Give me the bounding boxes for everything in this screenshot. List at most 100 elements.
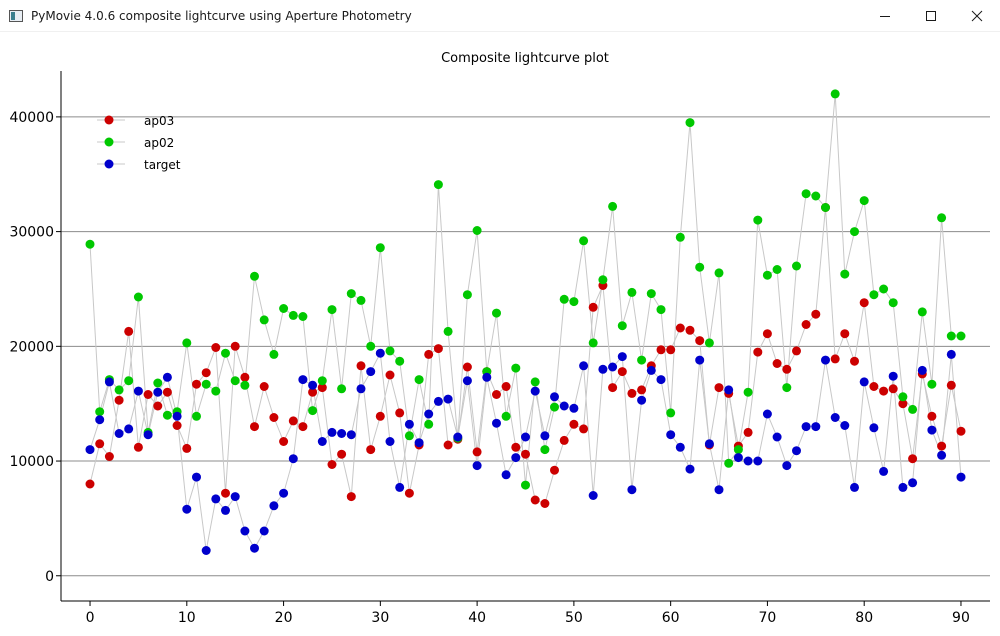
data-point-target[interactable] <box>114 429 124 438</box>
data-point-ap03[interactable] <box>104 452 114 461</box>
close-button[interactable] <box>954 0 1000 31</box>
data-point-ap03[interactable] <box>211 343 221 352</box>
data-point-ap02[interactable] <box>559 294 569 304</box>
data-point-ap02[interactable] <box>946 331 956 341</box>
data-point-ap03[interactable] <box>898 399 908 409</box>
data-point-ap02[interactable] <box>917 307 927 317</box>
data-point-ap02[interactable] <box>617 321 627 331</box>
data-point-ap03[interactable] <box>356 361 366 371</box>
data-point-target[interactable] <box>850 482 859 492</box>
data-point-ap03[interactable] <box>424 349 434 359</box>
data-point-target[interactable] <box>240 526 250 536</box>
data-point-ap02[interactable] <box>201 379 211 389</box>
title-bar[interactable]: PyMovie 4.0.6 composite lightcurve using… <box>0 0 1000 32</box>
data-point-ap02[interactable] <box>414 375 424 385</box>
data-point-ap02[interactable] <box>550 402 559 412</box>
data-point-ap03[interactable] <box>298 422 308 432</box>
data-point-target[interactable] <box>492 418 501 428</box>
data-point-ap03[interactable] <box>540 499 550 508</box>
data-point-target[interactable] <box>385 437 395 446</box>
data-point-ap03[interactable] <box>608 383 618 393</box>
data-point-target[interactable] <box>656 375 666 385</box>
data-point-target[interactable] <box>192 472 201 482</box>
data-point-target[interactable] <box>433 396 443 406</box>
data-point-ap02[interactable] <box>908 404 918 414</box>
data-point-target[interactable] <box>821 355 830 365</box>
data-point-ap03[interactable] <box>182 443 192 453</box>
data-point-ap03[interactable] <box>259 382 269 391</box>
data-point-target[interactable] <box>124 424 134 434</box>
data-point-ap02[interactable] <box>317 376 327 386</box>
data-point-ap03[interactable] <box>695 336 705 346</box>
data-point-ap03[interactable] <box>627 388 637 398</box>
data-point-target[interactable] <box>530 386 540 396</box>
data-point-ap03[interactable] <box>375 411 385 421</box>
data-point-target[interactable] <box>298 375 308 385</box>
data-point-ap02[interactable] <box>850 227 859 237</box>
data-point-ap03[interactable] <box>792 346 801 356</box>
data-point-ap03[interactable] <box>859 298 869 308</box>
data-point-ap03[interactable] <box>201 368 211 378</box>
data-point-ap02[interactable] <box>675 232 685 242</box>
data-point-ap02[interactable] <box>927 379 937 389</box>
data-point-ap03[interactable] <box>308 387 318 397</box>
maximize-button[interactable] <box>908 0 954 31</box>
data-point-ap03[interactable] <box>685 325 695 335</box>
data-point-target[interactable] <box>559 401 569 411</box>
data-point-target[interactable] <box>801 422 811 432</box>
data-point-ap03[interactable] <box>346 492 356 502</box>
data-point-ap03[interactable] <box>492 390 501 399</box>
data-point-target[interactable] <box>840 421 850 430</box>
data-point-target[interactable] <box>540 431 550 441</box>
data-point-target[interactable] <box>782 461 792 471</box>
data-point-target[interactable] <box>627 485 637 495</box>
data-point-target[interactable] <box>762 409 772 419</box>
data-point-ap03[interactable] <box>250 422 259 432</box>
data-point-target[interactable] <box>424 409 434 419</box>
data-point-ap02[interactable] <box>753 215 763 225</box>
data-point-target[interactable] <box>859 377 869 387</box>
data-point-ap02[interactable] <box>714 268 724 278</box>
data-point-ap02[interactable] <box>114 385 124 395</box>
data-point-ap02[interactable] <box>724 458 734 468</box>
data-point-ap02[interactable] <box>782 383 792 393</box>
data-point-ap02[interactable] <box>840 269 850 279</box>
data-point-ap03[interactable] <box>521 449 530 459</box>
data-point-ap03[interactable] <box>656 345 666 355</box>
data-point-ap02[interactable] <box>337 384 347 394</box>
data-point-ap02[interactable] <box>792 261 801 271</box>
data-point-target[interactable] <box>472 461 482 471</box>
data-point-ap02[interactable] <box>250 271 259 281</box>
data-point-ap03[interactable] <box>840 329 850 339</box>
minimize-button[interactable] <box>862 0 908 31</box>
data-point-target[interactable] <box>95 415 105 425</box>
data-point-ap03[interactable] <box>221 488 230 498</box>
data-point-ap02[interactable] <box>162 410 172 420</box>
data-point-target[interactable] <box>637 395 647 405</box>
data-point-ap03[interactable] <box>937 441 947 451</box>
data-point-target[interactable] <box>375 348 385 358</box>
data-point-target[interactable] <box>772 432 782 442</box>
data-point-target[interactable] <box>250 543 259 553</box>
data-point-ap02[interactable] <box>95 407 105 417</box>
data-point-target[interactable] <box>792 446 801 456</box>
data-point-target[interactable] <box>811 422 821 432</box>
data-point-ap02[interactable] <box>656 305 666 315</box>
data-point-target[interactable] <box>182 504 192 514</box>
data-point-ap02[interactable] <box>695 262 705 272</box>
data-point-target[interactable] <box>230 492 240 502</box>
data-point-target[interactable] <box>695 355 705 365</box>
data-point-ap03[interactable] <box>124 326 134 336</box>
data-point-ap03[interactable] <box>956 426 966 436</box>
data-point-target[interactable] <box>104 377 114 387</box>
data-point-target[interactable] <box>308 380 318 390</box>
data-point-ap02[interactable] <box>608 201 618 211</box>
data-point-ap02[interactable] <box>288 310 298 320</box>
data-point-ap03[interactable] <box>153 401 163 411</box>
data-point-ap02[interactable] <box>395 356 405 366</box>
data-point-ap03[interactable] <box>762 329 772 339</box>
data-point-target[interactable] <box>201 546 211 555</box>
data-point-ap03[interactable] <box>395 408 405 418</box>
data-point-target[interactable] <box>269 501 279 511</box>
data-point-ap02[interactable] <box>772 265 782 274</box>
